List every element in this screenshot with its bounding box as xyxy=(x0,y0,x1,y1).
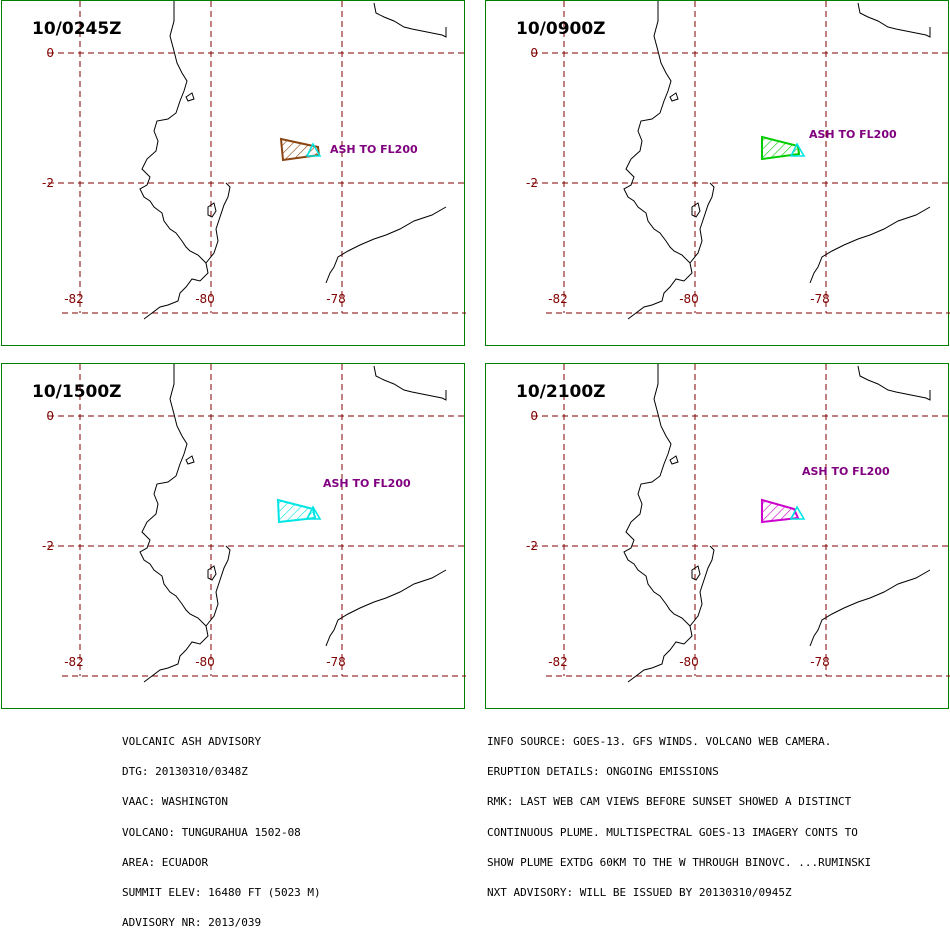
coastline xyxy=(205,545,231,627)
map-panel-3: 0 -2 -82 -80 -78 ASH TO FL200 10/1500Z xyxy=(1,363,466,709)
island-outline xyxy=(691,565,701,581)
map-panel-4: 0 -2 -82 -80 -78 ASH TO FL200 10/2100Z xyxy=(485,363,950,709)
island-outline xyxy=(669,455,679,465)
longitude-label: -80 xyxy=(195,292,215,306)
coastline xyxy=(139,364,209,683)
longitude-label: -80 xyxy=(195,655,215,669)
ash-plume-polygon xyxy=(761,498,800,524)
map-svg-1: 0 -2 -82 -80 -78 ASH TO FL200 xyxy=(42,1,466,320)
advisory-header-block: VOLCANIC ASH ADVISORY DTG: 20130310/0348… xyxy=(122,717,321,938)
longitude-label: -82 xyxy=(548,292,568,306)
latitude-label: -2 xyxy=(526,176,538,190)
ash-plume-polygon xyxy=(276,498,317,524)
longitude-label: -82 xyxy=(64,655,84,669)
volcano-marker xyxy=(305,142,322,157)
advisory-line: RMK: LAST WEB CAM VIEWS BEFORE SUNSET SH… xyxy=(487,795,852,809)
latitude-label: -2 xyxy=(526,539,538,553)
ash-plume-polygon xyxy=(761,135,801,161)
island-outline xyxy=(185,455,195,465)
panel-title: 10/1500Z xyxy=(32,382,122,402)
ash-level-label: ASH TO FL200 xyxy=(330,143,418,156)
ash-level-label: ASH TO FL200 xyxy=(323,477,411,490)
map-svg-2: 0 -2 -82 -80 -78 ASH TO FL200 xyxy=(526,1,950,320)
advisory-line: ERUPTION DETAILS: ONGOING EMISSIONS xyxy=(487,765,719,779)
coastline xyxy=(809,206,931,284)
advisory-details-block: INFO SOURCE: GOES-13. GFS WINDS. VOLCANO… xyxy=(487,717,871,908)
panel-title: 10/0900Z xyxy=(516,19,606,39)
advisory-line: DTG: 20130310/0348Z xyxy=(122,765,248,779)
advisory-line: AREA: ECUADOR xyxy=(122,855,209,869)
latitude-label: -2 xyxy=(42,176,54,190)
longitude-label: -78 xyxy=(810,292,830,306)
coastline xyxy=(139,1,209,320)
advisory-line: SHOW PLUME EXTDG 60KM TO THE W THROUGH B… xyxy=(487,855,872,869)
coastline xyxy=(373,2,447,38)
island-outline xyxy=(691,202,701,218)
coastline xyxy=(623,364,693,683)
latitude-label: 0 xyxy=(530,46,538,60)
longitude-label: -82 xyxy=(548,655,568,669)
latitude-label: 0 xyxy=(46,409,54,423)
map-panel-1: 0 -2 -82 -80 -78 ASH TO FL200 10/0245Z xyxy=(1,0,466,346)
advisory-line: CONTINUOUS PLUME. MULTISPECTRAL GOES-13 … xyxy=(487,825,858,839)
ash-plume-polygon xyxy=(279,137,321,162)
ash-level-label: ASH TO FL200 xyxy=(802,465,890,478)
latitude-label: 0 xyxy=(530,409,538,423)
coastline xyxy=(689,182,715,264)
coastline xyxy=(809,569,931,647)
longitude-label: -80 xyxy=(679,292,699,306)
island-outline xyxy=(207,202,217,218)
map-svg-4: 0 -2 -82 -80 -78 ASH TO FL200 xyxy=(526,364,950,683)
coastline xyxy=(373,365,447,401)
coastline xyxy=(325,206,447,284)
panel-title: 10/2100Z xyxy=(516,382,606,402)
longitude-label: -78 xyxy=(810,655,830,669)
longitude-label: -80 xyxy=(679,655,699,669)
volcano-marker xyxy=(789,142,806,157)
volcano-marker xyxy=(305,505,322,520)
advisory-line: SUMMIT ELEV: 16480 FT (5023 M) xyxy=(122,885,321,899)
coastline xyxy=(857,2,931,38)
island-outline xyxy=(185,92,195,102)
latitude-label: -2 xyxy=(42,539,54,553)
advisory-line: INFO SOURCE: GOES-13. GFS WINDS. VOLCANO… xyxy=(487,735,832,748)
advisory-line: VAAC: WASHINGTON xyxy=(122,795,228,809)
latitude-label: 0 xyxy=(46,46,54,60)
map-svg-3: 0 -2 -82 -80 -78 ASH TO FL200 xyxy=(42,364,466,683)
volcano-marker xyxy=(789,505,806,520)
advisory-line: VOLCANO: TUNGURAHUA 1502-08 xyxy=(122,825,301,839)
panel-title: 10/0245Z xyxy=(32,19,122,39)
advisory-line: ADVISORY NR: 2013/039 xyxy=(122,916,262,930)
coastline xyxy=(857,365,931,401)
advisory-line: NXT ADVISORY: WILL BE ISSUED BY 20130310… xyxy=(487,885,792,899)
longitude-label: -78 xyxy=(326,292,346,306)
island-outline xyxy=(207,565,217,581)
coastline xyxy=(623,1,693,320)
map-panel-2: 0 -2 -82 -80 -78 ASH TO FL200 10/0900Z xyxy=(485,0,950,346)
coastline xyxy=(689,545,715,627)
island-outline xyxy=(669,92,679,102)
longitude-label: -82 xyxy=(64,292,84,306)
longitude-label: -78 xyxy=(326,655,346,669)
coastline xyxy=(325,569,447,647)
coastline xyxy=(205,182,231,264)
ash-level-label: ASH TO FL200 xyxy=(809,128,897,141)
advisory-line: VOLCANIC ASH ADVISORY xyxy=(122,735,262,748)
